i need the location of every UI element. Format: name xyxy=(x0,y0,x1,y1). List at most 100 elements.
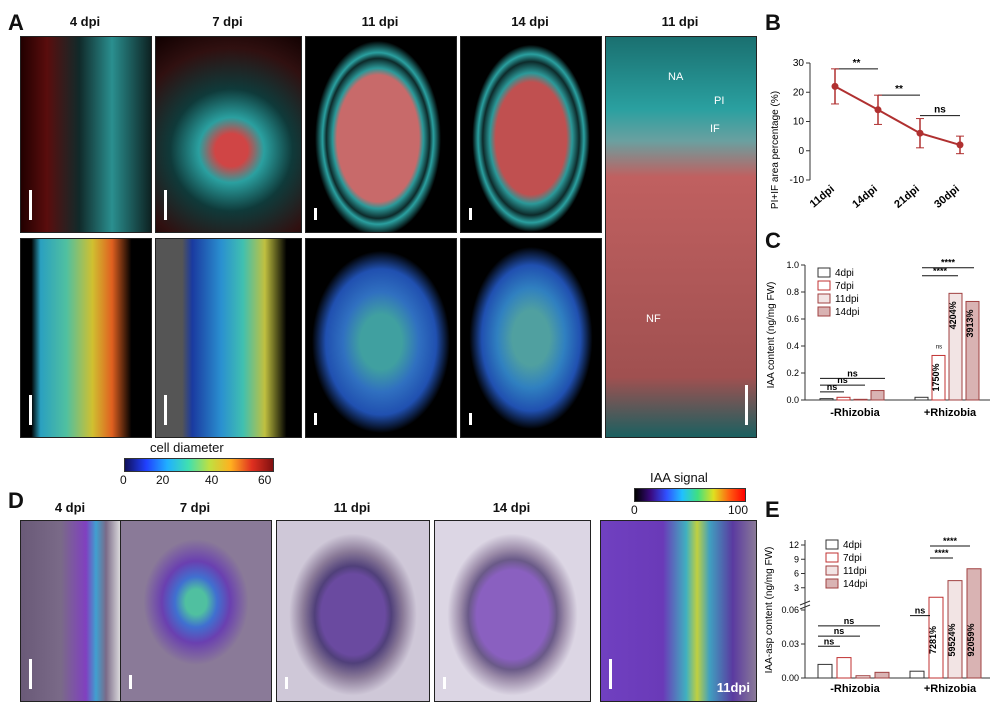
panel-b-sig-label: ** xyxy=(853,58,861,69)
panel-e-sig-label: ns xyxy=(824,636,835,646)
panel-c-ytick-label: 0.4 xyxy=(786,341,799,351)
panel-a-label-4: 14 dpi xyxy=(511,14,549,29)
panel-c-legend-label: 7dpi xyxy=(835,281,854,292)
panel-c-chart: IAA content (ng/mg FW) 0.0 0.2 0.4 0.6 0.8 1.… xyxy=(766,258,990,419)
panel-e-legend-swatch xyxy=(825,565,839,576)
panel-c-sig-label: ns xyxy=(827,382,838,392)
iaa-4dpi xyxy=(20,520,122,702)
panel-e-ytick-label: 6 xyxy=(794,569,799,579)
panel-b-ytick-label: 0 xyxy=(798,146,804,157)
panel-e-bar xyxy=(817,663,833,679)
colorbar-gradient xyxy=(124,458,274,472)
panel-b-ylabel: PI+IF area percentage (%) xyxy=(770,91,781,209)
panel-c-bar xyxy=(931,354,946,401)
annotation-pi: PI xyxy=(714,95,725,107)
panel-c-legend-swatch xyxy=(817,306,831,317)
panel-e-legend-swatch xyxy=(825,552,839,563)
panel-e-legend-label: 11dpi xyxy=(843,566,867,577)
panel-e-legend-label: 7dpi xyxy=(843,553,862,564)
panel-b-ytick-label: 20 xyxy=(793,87,805,98)
panel-e-bar xyxy=(855,675,871,679)
iaa-11dpi-closeup: 11dpi xyxy=(600,520,757,702)
panel-b-ytick-label: -10 xyxy=(790,175,805,186)
panel-e-chart: IAA-asp content (ng/mg FW) 0.00 0.03 0.06 3… xyxy=(764,536,990,695)
panel-c-bar xyxy=(914,396,929,401)
panel-e-bar xyxy=(966,568,982,679)
panel-b-sig-label: ns xyxy=(934,105,946,116)
panel-b-point xyxy=(831,82,839,90)
colorbar-title: cell diameter xyxy=(150,440,224,455)
micrograph-11dpi-top xyxy=(305,36,457,233)
panel-c-small-label: ns xyxy=(936,344,942,350)
cell-map-11dpi xyxy=(305,238,457,438)
panel-d-label-1: 4 dpi xyxy=(54,500,86,515)
panel-c-ytick-label: 0.8 xyxy=(786,287,799,297)
panel-e-ytick-label: 0.03 xyxy=(781,639,799,649)
panel-b-ytick-label: 30 xyxy=(793,58,805,69)
panel-c-legend-swatch xyxy=(817,267,831,278)
panel-e-sig-label: **** xyxy=(943,536,958,546)
annotation-na: NA xyxy=(668,71,684,83)
panel-e-ytick-label: 12 xyxy=(789,540,799,550)
cell-map-4dpi xyxy=(20,238,152,438)
panel-c-bar xyxy=(948,292,963,401)
iaa-colorbar-gradient xyxy=(634,488,746,502)
panel-c-bar xyxy=(853,398,868,401)
panel-b-point xyxy=(956,141,964,149)
iaa-colorbar-tick-100: 100 xyxy=(728,503,749,517)
panel-c-bar xyxy=(836,396,851,401)
panel-e-legend-swatch xyxy=(825,539,839,550)
panel-b-sig-label: ** xyxy=(895,84,903,95)
panel-e-bar xyxy=(836,657,852,679)
panel-e-legend-label: 14dpi xyxy=(843,579,867,590)
panel-e-bar xyxy=(947,580,963,679)
panel-e-ytick-label: 0.00 xyxy=(781,673,799,683)
panel-c-legend-label: 14dpi xyxy=(835,307,859,318)
panel-d-label-2: 7 dpi xyxy=(179,500,211,515)
panel-b-xtick-label: 11dpi xyxy=(808,183,837,210)
panel-b-letter: B xyxy=(765,10,781,35)
panel-c-ylabel: IAA content (ng/mg FW) xyxy=(766,282,777,389)
panel-e-group-1: +Rhizobia xyxy=(924,683,977,695)
panel-e-ytick-label: 0.06 xyxy=(781,605,799,615)
panel-c-ytick-label: 1.0 xyxy=(786,260,799,270)
panel-c-legend-swatch xyxy=(817,293,831,304)
panel-c-legend-label: 11dpi xyxy=(835,294,859,305)
panel-c-bar-label: 3913% xyxy=(965,309,975,337)
panel-c-bar xyxy=(965,300,980,401)
panel-e-sig-label: ns xyxy=(844,616,855,626)
panel-e-sig-label: ns xyxy=(834,626,845,636)
iaa-inset-label: 11dpi xyxy=(716,680,750,695)
panel-a-label-1: 4 dpi xyxy=(69,14,101,29)
panel-c-legend-label: 4dpi xyxy=(835,268,854,279)
colorbar-tick-0: 0 xyxy=(120,473,127,487)
panel-c-ytick-label: 0.2 xyxy=(786,368,799,378)
panel-c-sig-label: ns xyxy=(837,375,848,385)
panel-b-chart: PI+IF area percentage (%) -10 0 10 20 30 ** *… xyxy=(770,58,964,211)
panel-c-group-0: -Rhizobia xyxy=(830,407,880,419)
panel-c-ytick-label: 0.0 xyxy=(786,395,799,405)
panel-c-letter: C xyxy=(765,228,781,253)
colorbar-tick-40: 40 xyxy=(205,473,219,487)
panel-a-label-5: 11 dpi xyxy=(661,14,699,29)
panel-c-sig-label: ns xyxy=(847,368,858,378)
panel-e-ytick-label: 9 xyxy=(794,554,799,564)
micrograph-4dpi-top xyxy=(20,36,152,233)
panel-d-label-4: 14 dpi xyxy=(492,500,531,515)
panel-e-bar-label: 7281% xyxy=(928,626,938,654)
panel-c-sig-label: **** xyxy=(941,258,956,268)
panel-c-sig-label: **** xyxy=(933,266,948,276)
panel-e-bar-label: 92059% xyxy=(966,623,976,656)
iaa-7dpi xyxy=(120,520,272,702)
panel-e-ylabel: IAA-asp content (ng/mg FW) xyxy=(764,547,775,674)
iaa-colorbar-title: IAA signal xyxy=(650,470,708,485)
panel-c-legend-swatch xyxy=(817,280,831,291)
panel-a-label-2: 7 dpi xyxy=(212,14,243,29)
cell-map-7dpi xyxy=(155,238,302,438)
panel-e-letter: E xyxy=(765,497,780,522)
panel-e-group-0: -Rhizobia xyxy=(830,683,880,695)
panel-b-series-line xyxy=(834,85,961,146)
panel-c-bar xyxy=(870,390,885,401)
panel-c-bar-label: 4204% xyxy=(948,301,958,329)
panel-a-label-3: 11 dpi xyxy=(361,14,399,29)
